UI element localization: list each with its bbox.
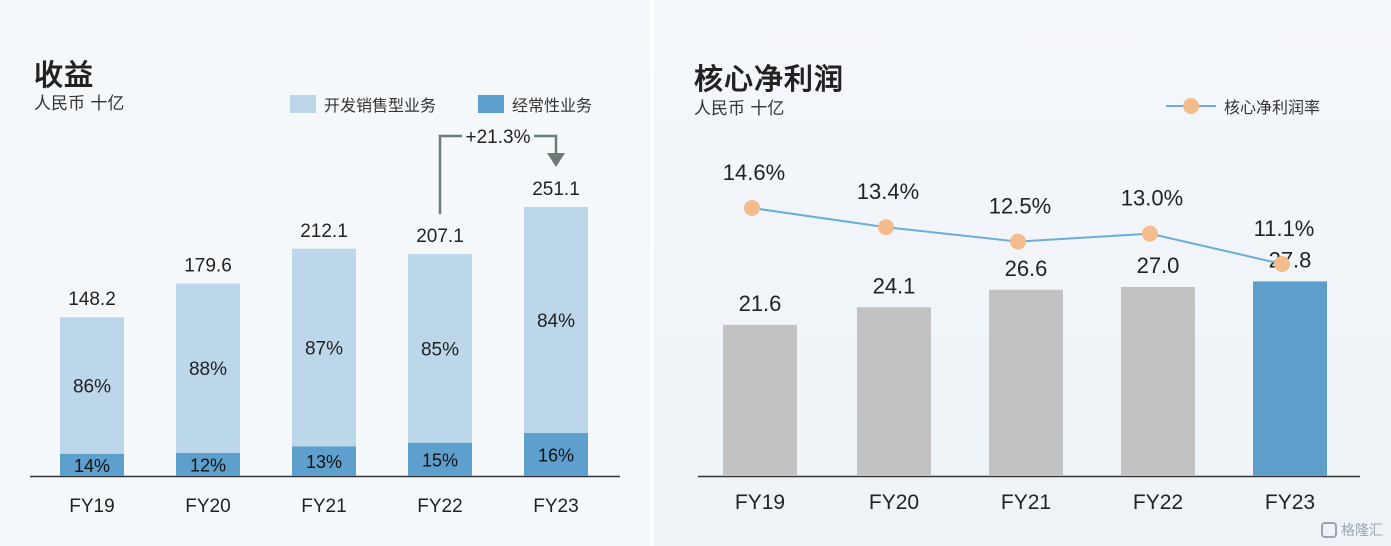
core-profit-panel: 核心净利润 人民币 十亿 核心净利润率 21.6 FY19 24.1 FY20 26.6… bbox=[654, 0, 1391, 546]
total-label-FY20: 179.6 bbox=[184, 256, 232, 277]
legend-line-marker-icon bbox=[1166, 98, 1216, 114]
bar-core-profit-FY20 bbox=[857, 307, 931, 476]
share-label-recurring-FY23: 16% bbox=[538, 445, 574, 465]
bar-development-FY21 bbox=[292, 248, 356, 447]
value-label-FY19: 21.6 bbox=[739, 291, 782, 316]
margin-label-FY22: 13.0% bbox=[1121, 186, 1183, 211]
share-label-recurring-FY20: 12% bbox=[190, 455, 226, 475]
bar-development-FY22 bbox=[408, 254, 472, 443]
value-label-FY20: 24.1 bbox=[873, 273, 916, 298]
legend-label-core-margin: 核心净利润率 bbox=[1224, 98, 1321, 117]
bar-core-profit-FY19 bbox=[723, 324, 797, 476]
share-label-recurring-FY19: 14% bbox=[74, 456, 110, 476]
bar-development-FY23 bbox=[524, 206, 588, 433]
legend-label-recurring: 经常性业务 bbox=[512, 96, 593, 115]
x-tick-FY21: FY21 bbox=[1001, 491, 1051, 514]
bar-recurring-FY19 bbox=[60, 453, 124, 476]
x-tick-FY20: FY20 bbox=[185, 496, 230, 517]
revenue-title: 收益 bbox=[34, 58, 95, 92]
x-tick-FY23: FY23 bbox=[533, 496, 578, 517]
revenue-panel: 收益 人民币 十亿 开发销售型业务 经常性业务 148.2 86% 14% FY19 1… bbox=[0, 0, 650, 546]
total-label-FY23: 251.1 bbox=[532, 179, 580, 200]
x-tick-FY21: FY21 bbox=[301, 496, 346, 517]
value-label-FY23: 27.8 bbox=[1269, 247, 1312, 272]
share-label-development-FY21: 87% bbox=[305, 339, 343, 360]
total-label-FY22: 207.1 bbox=[416, 226, 464, 247]
bar-recurring-FY23 bbox=[524, 432, 588, 476]
margin-label-FY23: 11.1% bbox=[1254, 216, 1315, 241]
share-label-recurring-FY21: 13% bbox=[306, 452, 342, 472]
bar-recurring-FY22 bbox=[408, 442, 472, 476]
margin-point-FY23 bbox=[1274, 256, 1290, 272]
bar-development-FY19 bbox=[60, 317, 124, 454]
core-profit-chart: 21.6 FY19 24.1 FY20 26.6 FY21 27.0 FY22 27.8 FY23… bbox=[698, 160, 1360, 514]
share-label-development-FY20: 88% bbox=[189, 359, 227, 380]
bar-core-profit-FY22 bbox=[1121, 287, 1195, 476]
x-tick-FY20: FY20 bbox=[869, 491, 919, 514]
revenue-chart: 148.2 86% 14% FY19 179.6 88% 12% FY20 212.1 87% 13… bbox=[30, 127, 620, 517]
margin-label-FY21: 12.5% bbox=[989, 194, 1051, 219]
watermark-text: 格隆汇 bbox=[1341, 523, 1383, 539]
x-tick-FY22: FY22 bbox=[1133, 491, 1183, 514]
growth-annotation-label: +21.3% bbox=[466, 127, 531, 148]
core-profit-unit: 人民币 十亿 bbox=[694, 99, 785, 119]
growth-bracket-right bbox=[534, 134, 558, 155]
share-label-development-FY22: 85% bbox=[421, 339, 459, 360]
watermark: 格隆汇 bbox=[1321, 520, 1383, 540]
x-tick-FY23: FY23 bbox=[1265, 491, 1315, 514]
bar-recurring-FY21 bbox=[292, 446, 356, 476]
core-profit-title: 核心净利润 bbox=[694, 62, 845, 96]
margin-point-FY20 bbox=[878, 219, 894, 236]
margin-point-FY22 bbox=[1142, 225, 1158, 242]
legend-swatch-recurring bbox=[478, 95, 504, 113]
margin-label-FY19: 14.6% bbox=[723, 160, 785, 185]
value-label-FY21: 26.6 bbox=[1005, 256, 1048, 281]
margin-label-FY20: 13.4% bbox=[857, 179, 919, 204]
legend-development-sales: 开发销售型业务 bbox=[290, 92, 436, 116]
total-label-FY19: 148.2 bbox=[68, 289, 116, 310]
legend-swatch-development bbox=[290, 95, 316, 113]
value-label-FY22: 27.0 bbox=[1137, 253, 1180, 278]
legend-core-margin: 核心净利润率 bbox=[1166, 94, 1320, 118]
share-label-development-FY19: 86% bbox=[73, 376, 111, 397]
x-tick-FY19: FY19 bbox=[69, 496, 114, 517]
growth-bracket-left bbox=[438, 134, 462, 215]
legend-label-development: 开发销售型业务 bbox=[324, 96, 437, 115]
total-label-FY21: 212.1 bbox=[300, 221, 348, 242]
bar-core-profit-FY23 bbox=[1253, 281, 1327, 476]
margin-point-FY21 bbox=[1010, 233, 1026, 250]
bar-recurring-FY20 bbox=[176, 452, 240, 476]
legend-recurring: 经常性业务 bbox=[478, 92, 592, 116]
x-tick-FY19: FY19 bbox=[735, 491, 785, 514]
bar-development-FY20 bbox=[176, 283, 240, 453]
bar-core-profit-FY21 bbox=[989, 289, 1063, 476]
share-label-recurring-FY22: 15% bbox=[422, 450, 458, 470]
revenue-unit: 人民币 十亿 bbox=[34, 94, 125, 114]
margin-point-FY19 bbox=[744, 200, 760, 216]
growth-arrow-head bbox=[547, 152, 565, 167]
share-label-development-FY23: 84% bbox=[537, 311, 575, 332]
watermark-logo-icon bbox=[1321, 522, 1337, 538]
x-tick-FY22: FY22 bbox=[417, 496, 462, 517]
